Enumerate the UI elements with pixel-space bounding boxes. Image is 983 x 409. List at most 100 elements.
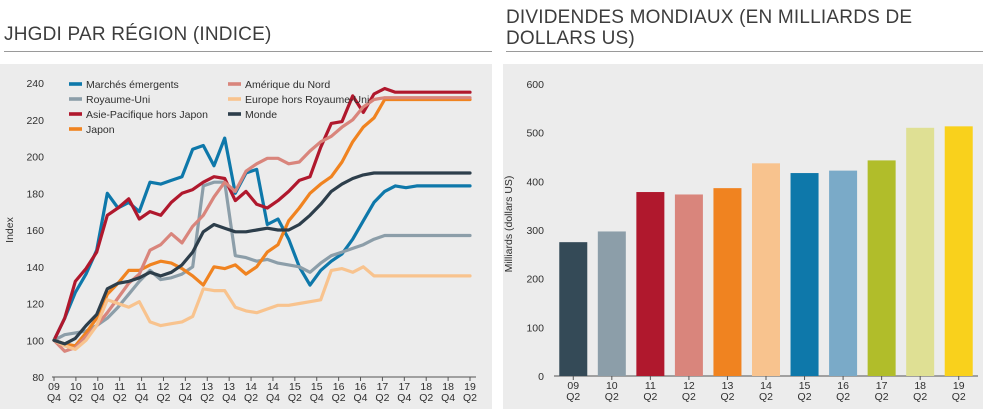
- left-chart-title: JHGDI PAR RÉGION (INDICE): [4, 24, 272, 45]
- legend-label: Europe hors Royaume-Uni: [245, 94, 369, 106]
- x-tick-label: Q2: [463, 392, 477, 404]
- x-tick-label: 10: [606, 380, 618, 392]
- x-tick-label: 16: [355, 381, 367, 393]
- x-tick-label: 13: [722, 380, 734, 392]
- x-tick-label: 12: [180, 381, 192, 393]
- x-tick-label: Q4: [310, 392, 324, 404]
- y-tick-label: 100: [26, 335, 44, 347]
- bar: [790, 173, 819, 376]
- x-tick-label: Q4: [47, 392, 61, 404]
- legend-label: Amérique du Nord: [245, 79, 330, 91]
- x-tick-label: 09: [567, 380, 579, 392]
- bar: [906, 127, 935, 376]
- bar: [752, 163, 780, 376]
- x-tick-label: 11: [645, 380, 656, 392]
- y-tick-label: 220: [26, 115, 44, 127]
- y-axis-label: Index: [4, 216, 16, 242]
- x-tick-label: Q2: [244, 392, 258, 404]
- x-tick-label: 09: [48, 381, 60, 393]
- bar: [944, 126, 973, 376]
- x-tick-label: Q2: [69, 392, 83, 404]
- x-tick-label: Q2: [720, 391, 734, 403]
- legend-label: Japon: [86, 124, 115, 136]
- bar: [867, 160, 896, 376]
- series-line: [52, 171, 472, 346]
- x-tick-label: 17: [876, 380, 888, 392]
- y-tick-label: 160: [26, 225, 44, 237]
- y-axis-label: Milliards (dollars US): [503, 176, 515, 273]
- x-tick-label: Q2: [113, 392, 127, 404]
- x-tick-label: 14: [245, 381, 257, 393]
- x-tick-label: Q4: [178, 392, 192, 404]
- y-tick-label: 600: [526, 79, 544, 91]
- bar: [674, 194, 703, 376]
- right-title-rule: [506, 51, 983, 52]
- bar: [829, 170, 858, 376]
- x-tick-label: Q2: [375, 392, 389, 404]
- y-tick-label: 300: [526, 225, 544, 237]
- y-tick-label: 200: [526, 274, 544, 286]
- x-tick-label: 15: [799, 380, 811, 392]
- bar: [559, 242, 588, 376]
- x-tick-label: Q2: [288, 392, 302, 404]
- legend-label: Asie-Pacifique hors Japon: [86, 109, 208, 121]
- series-line: [52, 265, 472, 351]
- bar: [597, 231, 626, 376]
- x-tick-label: Q2: [682, 391, 696, 403]
- y-tick-label: 400: [526, 176, 544, 188]
- x-tick-label: Q4: [441, 392, 455, 404]
- x-tick-label: 15: [311, 381, 323, 393]
- legend-label: Marchés émergents: [86, 79, 179, 91]
- x-tick-label: 16: [837, 380, 849, 392]
- y-tick-label: 240: [26, 78, 44, 90]
- y-tick-label: 140: [26, 262, 44, 274]
- y-tick-label: 180: [26, 188, 44, 200]
- right-chart-title: DIVIDENDES MONDIAUX (EN MILLIARDS DE DOL…: [506, 7, 913, 49]
- x-tick-label: Q4: [222, 392, 236, 404]
- x-tick-label: Q2: [836, 391, 850, 403]
- x-tick-label: Q4: [354, 392, 368, 404]
- x-tick-label: Q2: [566, 391, 580, 403]
- x-tick-label: Q2: [419, 392, 433, 404]
- series-line: [52, 86, 472, 342]
- x-tick-label: 13: [201, 381, 213, 393]
- y-tick-label: 80: [32, 372, 44, 384]
- x-tick-label: 17: [377, 381, 389, 393]
- x-tick-label: Q4: [266, 392, 280, 404]
- bar: [636, 192, 665, 376]
- x-tick-label: Q4: [135, 392, 149, 404]
- x-tick-label: Q2: [156, 392, 170, 404]
- left-title-rule: [4, 51, 492, 52]
- x-tick-label: 19: [953, 380, 965, 392]
- x-tick-label: 17: [398, 381, 410, 393]
- x-tick-label: 18: [420, 381, 432, 393]
- x-tick-label: Q2: [332, 392, 346, 404]
- x-tick-label: Q4: [91, 392, 105, 404]
- legend-label: Monde: [245, 109, 277, 121]
- y-tick-label: 0: [538, 371, 544, 383]
- x-tick-label: 14: [760, 380, 772, 392]
- x-tick-label: 15: [289, 381, 301, 393]
- x-tick-label: Q2: [952, 391, 966, 403]
- y-tick-label: 500: [526, 128, 544, 140]
- x-tick-label: 11: [114, 381, 125, 393]
- x-tick-label: 12: [683, 380, 695, 392]
- x-tick-label: 10: [92, 381, 104, 393]
- x-tick-label: Q2: [605, 391, 619, 403]
- x-tick-label: Q4: [397, 392, 411, 404]
- x-tick-label: 12: [158, 381, 170, 393]
- x-tick-label: 18: [914, 380, 926, 392]
- x-tick-label: 11: [136, 381, 147, 393]
- series-line: [52, 96, 472, 353]
- y-tick-label: 200: [26, 152, 44, 164]
- x-tick-label: 14: [267, 381, 279, 393]
- x-tick-label: Q2: [913, 391, 927, 403]
- x-tick-label: Q2: [875, 391, 889, 403]
- legend-label: Royaume-Uni: [86, 94, 150, 106]
- series-line: [52, 97, 472, 348]
- x-tick-label: 18: [442, 381, 454, 393]
- x-tick-label: Q2: [643, 391, 657, 403]
- y-tick-label: 100: [526, 322, 544, 334]
- x-tick-label: Q2: [200, 392, 214, 404]
